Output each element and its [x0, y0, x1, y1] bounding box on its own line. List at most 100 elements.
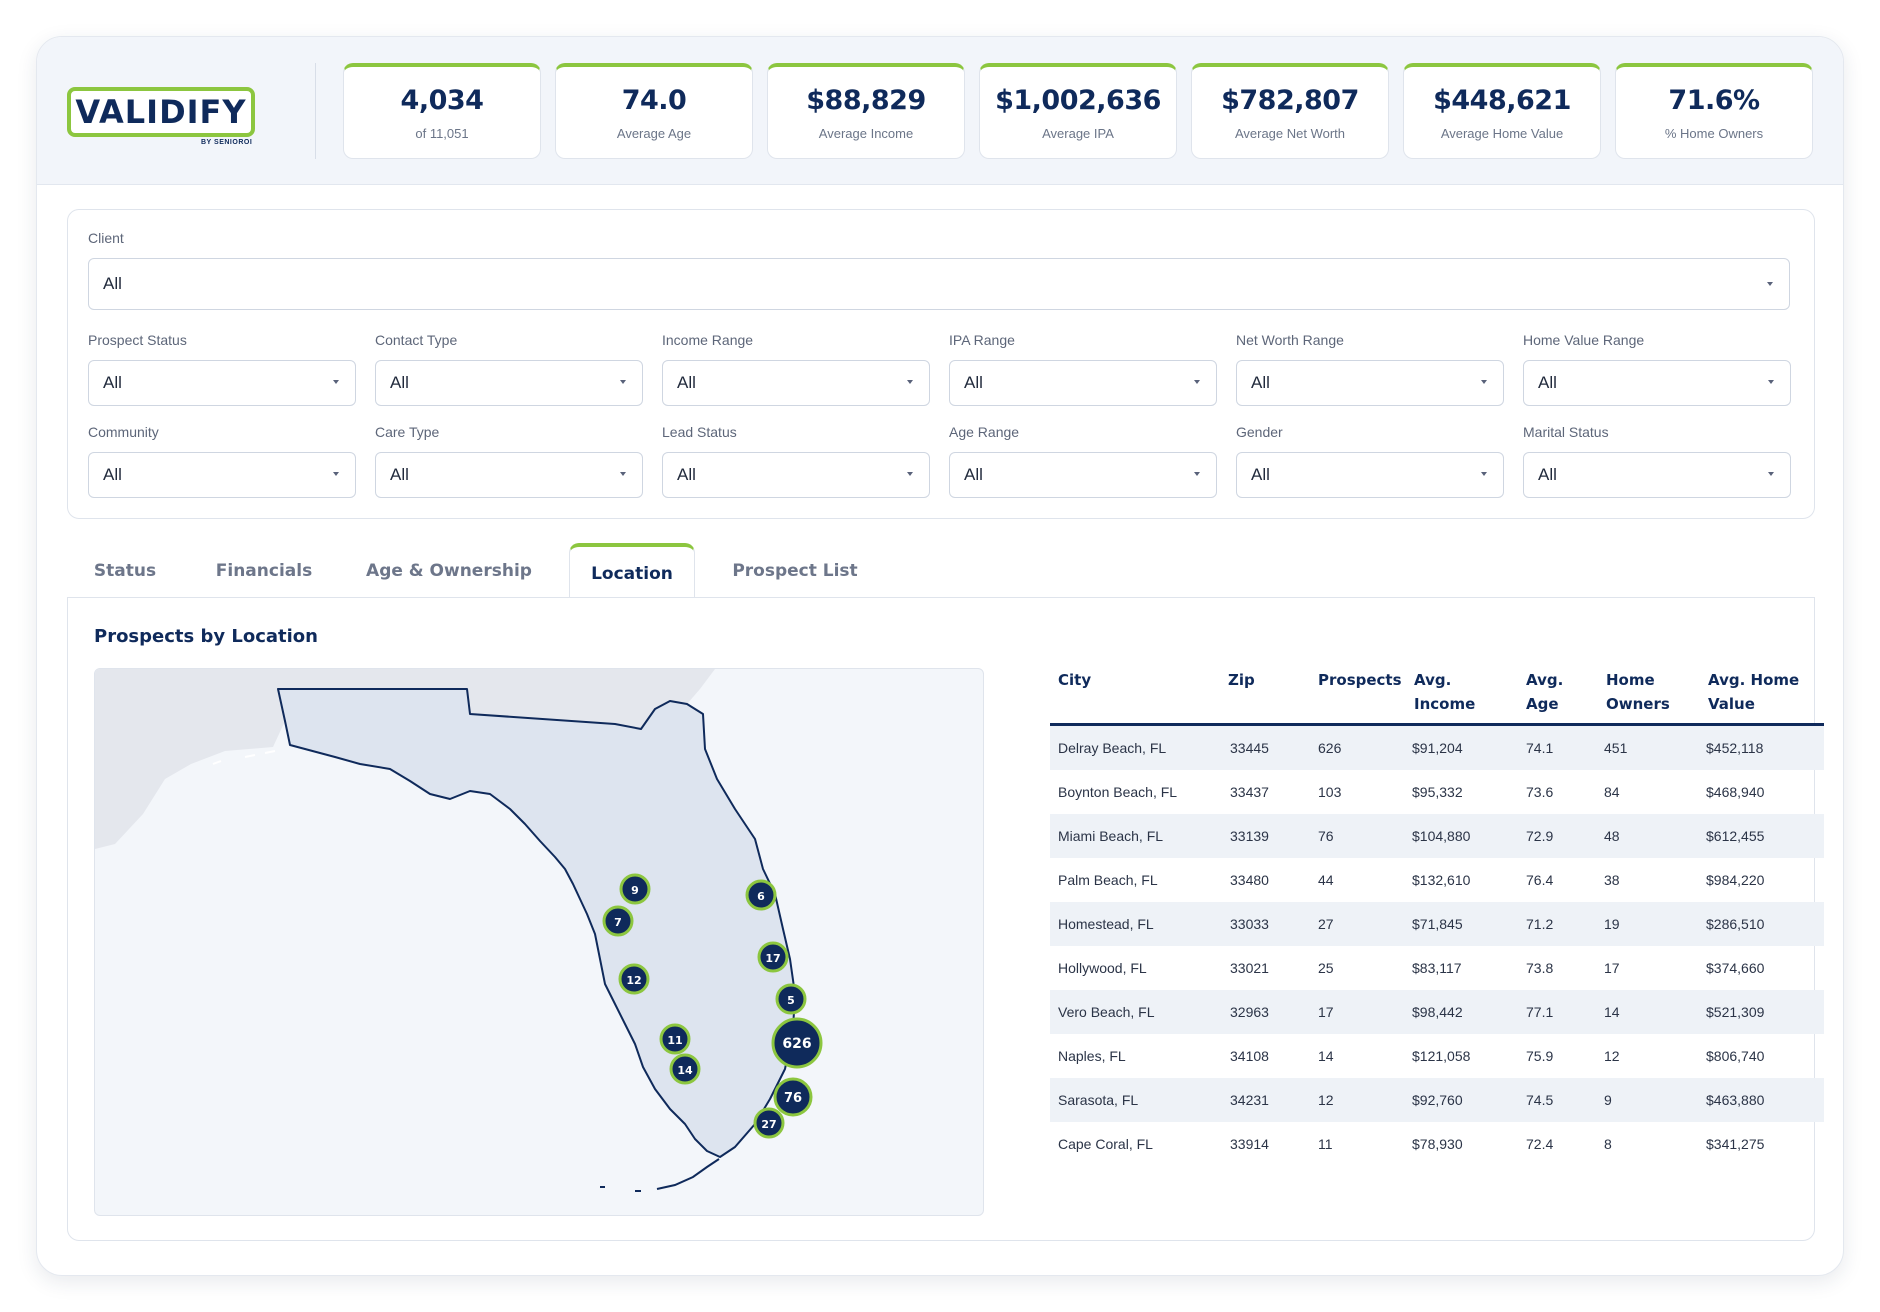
table-row[interactable]: Boynton Beach, FL 33437 103 $95,332 73.6…: [1050, 770, 1824, 814]
kpi-label: of 11,051: [415, 126, 469, 141]
lead-status-label: Lead Status: [662, 424, 737, 440]
cell-city: Hollywood, FL: [1058, 960, 1147, 976]
cell-prospects: 44: [1318, 872, 1334, 888]
column-header-home-owners[interactable]: Home Owners: [1606, 668, 1670, 716]
map-pin: [602, 905, 634, 937]
map-pin-label: 12: [626, 974, 641, 987]
client-select[interactable]: All: [88, 258, 1790, 310]
coastline-dashes: [212, 750, 276, 765]
validify-logo[interactable]: VALIDIFY: [67, 87, 255, 137]
kpi-label: Average Age: [616, 126, 692, 141]
gender-select[interactable]: All: [1236, 452, 1504, 498]
kpi-label: Average Income: [818, 126, 914, 141]
table-row[interactable]: Palm Beach, FL 33480 44 $132,610 76.4 38…: [1050, 858, 1824, 902]
cell-zip: 32963: [1230, 1004, 1269, 1020]
marital-status-label: Marital Status: [1523, 424, 1609, 440]
client-filter-label: Client: [88, 230, 124, 246]
map-pins[interactable]: [602, 873, 823, 1139]
community-select[interactable]: All: [88, 452, 356, 498]
contact-type-select[interactable]: All: [375, 360, 643, 406]
map-pin: [659, 1023, 691, 1055]
location-panel: Prospects by Location: [67, 597, 1824, 1241]
tab-prospect-list[interactable]: Prospect List: [732, 561, 858, 581]
cell-home-owners: 17: [1604, 960, 1620, 976]
map-pin: [753, 1107, 785, 1139]
ipa-range-select[interactable]: All: [949, 360, 1217, 406]
table-row[interactable]: Hollywood, FL 33021 25 $83,117 73.8 17 $…: [1050, 946, 1824, 990]
column-header-avg-home-value[interactable]: Avg. Home Value: [1708, 668, 1799, 716]
map-pin-label: 14: [677, 1064, 693, 1077]
cell-prospects: 25: [1318, 960, 1334, 976]
map-pin-label: 17: [765, 952, 780, 965]
table-row[interactable]: Delray Beach, FL 33445 626 $91,204 74.1 …: [1050, 726, 1824, 770]
net-worth-range-select[interactable]: All: [1236, 360, 1504, 406]
header-line: Avg.: [1414, 671, 1452, 689]
age-range-select[interactable]: All: [949, 452, 1217, 498]
table-row[interactable]: Cape Coral, FL 33914 11 $78,930 72.4 8 $…: [1050, 1122, 1824, 1166]
header-line: Age: [1526, 695, 1559, 713]
cell-avg-age: 72.9: [1526, 828, 1554, 844]
table-row[interactable]: Sarasota, FL 34231 12 $92,760 74.5 9 $46…: [1050, 1078, 1824, 1122]
select-value: All: [1251, 373, 1270, 392]
home-value-range-label: Home Value Range: [1523, 332, 1645, 348]
community-label: Community: [88, 424, 159, 440]
cell-zip: 33033: [1230, 916, 1269, 932]
tab-bar: Status Financials Age & Ownership Locati…: [67, 543, 1815, 601]
table-row[interactable]: Miami Beach, FL 33139 76 $104,880 72.9 4…: [1050, 814, 1824, 858]
kpi-value: $782,807: [1221, 85, 1359, 116]
dashboard-window: VALIDIFY BY SENIOROI 4,034 of 11,051 74.…: [36, 36, 1844, 1276]
tab-age-ownership[interactable]: Age & Ownership: [366, 561, 532, 581]
prospect-status-select[interactable]: All: [88, 360, 356, 406]
care-type-select[interactable]: All: [375, 452, 643, 498]
neighbor-land: [95, 669, 715, 849]
marital-status-select[interactable]: All: [1523, 452, 1791, 498]
map-pin-label: 76: [784, 1091, 802, 1106]
select-value: All: [1538, 373, 1557, 392]
cell-avg-income: $78,930: [1412, 1136, 1463, 1152]
select-value: All: [677, 373, 696, 392]
home-value-range-select[interactable]: All: [1523, 360, 1791, 406]
chevron-down-icon: [1481, 380, 1487, 384]
column-header-prospects[interactable]: Prospects: [1318, 668, 1402, 692]
income-range-select[interactable]: All: [662, 360, 930, 406]
tab-status[interactable]: Status: [93, 561, 157, 581]
header-line: Zip: [1228, 671, 1255, 689]
florida-land: [277, 688, 796, 1158]
map-pin-label: 5: [787, 994, 795, 1007]
header-line: Home: [1606, 671, 1655, 689]
cell-prospects: 12: [1318, 1092, 1334, 1108]
column-header-avg-age[interactable]: Avg. Age: [1526, 668, 1563, 716]
chevron-down-icon: [620, 380, 626, 384]
header-line: Avg.: [1526, 671, 1564, 689]
florida-map[interactable]: 9 7 12 11 14 6 17 5 626 76 27: [94, 668, 984, 1216]
table-row[interactable]: Naples, FL 34108 14 $121,058 75.9 12 $80…: [1050, 1034, 1824, 1078]
cell-avg-home-value: $463,880: [1706, 1092, 1765, 1108]
map-pin: [619, 873, 651, 905]
table-row[interactable]: Homestead, FL 33033 27 $71,845 71.2 19 $…: [1050, 902, 1824, 946]
table-row[interactable]: Vero Beach, FL 32963 17 $98,442 77.1 14 …: [1050, 990, 1824, 1034]
column-header-zip[interactable]: Zip: [1228, 668, 1255, 692]
column-header-city[interactable]: City: [1058, 668, 1091, 692]
cell-avg-home-value: $374,660: [1706, 960, 1765, 976]
map-pin-label: 11: [667, 1034, 682, 1047]
cell-avg-age: 74.1: [1526, 740, 1554, 756]
chevron-down-icon: [1194, 472, 1200, 476]
cell-zip: 34231: [1230, 1092, 1269, 1108]
cell-zip: 33480: [1230, 872, 1269, 888]
kpi-value: $448,621: [1433, 85, 1571, 116]
tab-financials[interactable]: Financials: [215, 561, 313, 581]
cell-city: Sarasota, FL: [1058, 1092, 1139, 1108]
column-header-avg-income[interactable]: Avg. Income: [1414, 668, 1475, 716]
panel-title: Prospects by Location: [94, 626, 318, 647]
map-pin-label: 6: [757, 890, 765, 903]
net-worth-range-label: Net Worth Range: [1236, 332, 1344, 348]
map-pin-label: 7: [614, 916, 622, 929]
chevron-down-icon: [333, 380, 339, 384]
age-range-label: Age Range: [949, 424, 1020, 440]
tab-location[interactable]: Location: [569, 543, 695, 601]
lead-status-select[interactable]: All: [662, 452, 930, 498]
map-pin: [669, 1053, 701, 1085]
ipa-range-label: IPA Range: [949, 332, 1015, 348]
cell-avg-income: $91,204: [1412, 740, 1463, 756]
chevron-down-icon: [907, 380, 913, 384]
